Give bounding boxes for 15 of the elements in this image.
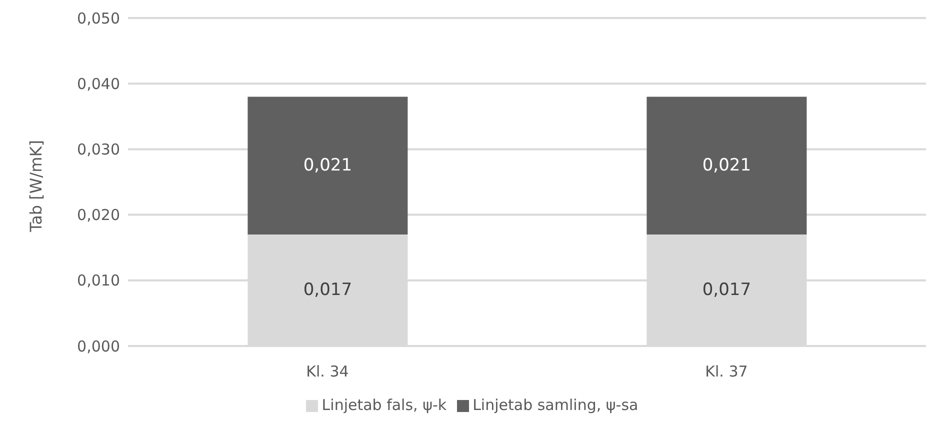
data-label: 0,021 (303, 156, 352, 176)
y-tick-label: 0,050 (77, 9, 120, 28)
y-tick-label: 0,040 (77, 74, 120, 93)
y-tick-label: 0,020 (77, 206, 120, 224)
legend-label: Linjetab fals, ψ-k (322, 396, 447, 414)
x-tick-label: Kl. 34 (306, 362, 349, 381)
data-label: 0,017 (303, 280, 352, 300)
x-tick-label: Kl. 37 (705, 362, 748, 381)
y-tick-label: 0,010 (77, 272, 120, 290)
y-tick-label: 0,000 (77, 337, 120, 356)
y-tick-label: 0,030 (77, 140, 120, 159)
legend-label: Linjetab samling, ψ-sa (472, 396, 638, 414)
data-label: 0,017 (702, 280, 752, 300)
data-label: 0,021 (702, 156, 752, 176)
y-axis-title: Tab [W/mK] (26, 140, 46, 233)
